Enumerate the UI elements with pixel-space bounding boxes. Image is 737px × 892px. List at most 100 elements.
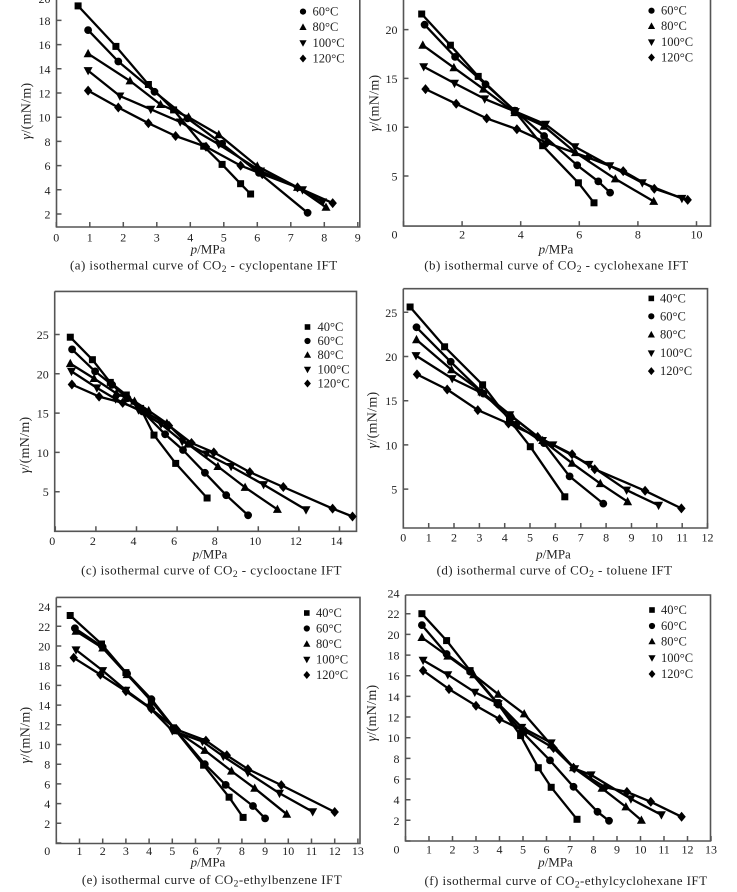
svg-text:11: 11 bbox=[676, 531, 688, 545]
svg-text:8: 8 bbox=[212, 534, 218, 548]
svg-text:4: 4 bbox=[146, 844, 152, 858]
svg-text:100°C: 100°C bbox=[318, 363, 350, 377]
svg-text:γ/(mN/m): γ/(mN/m) bbox=[368, 75, 383, 132]
svg-text:2: 2 bbox=[120, 231, 126, 245]
svg-text:(c) isothermal curve of CO2 -: (c) isothermal curve of CO2 - cyclooctan… bbox=[81, 563, 342, 581]
svg-text:60°C: 60°C bbox=[661, 619, 687, 633]
svg-text:γ/(mN/m): γ/(mN/m) bbox=[19, 707, 34, 764]
svg-text:p/MPa: p/MPa bbox=[190, 242, 226, 257]
svg-text:40°C: 40°C bbox=[318, 320, 344, 334]
svg-text:0: 0 bbox=[44, 844, 50, 858]
svg-text:14: 14 bbox=[331, 534, 343, 548]
svg-text:(f) isothermal curve of CO2-et: (f) isothermal curve of CO2-ethylcyclohe… bbox=[424, 873, 707, 891]
svg-text:60°C: 60°C bbox=[316, 622, 342, 636]
svg-text:40°C: 40°C bbox=[661, 603, 687, 617]
svg-text:7: 7 bbox=[288, 231, 294, 245]
svg-text:9: 9 bbox=[355, 231, 361, 245]
svg-text:6: 6 bbox=[45, 159, 51, 173]
svg-text:(e) isothermal curve of CO2-e: (e) isothermal curve of CO2-ethylbenzene… bbox=[82, 872, 342, 890]
svg-text:20: 20 bbox=[37, 367, 49, 381]
svg-text:4: 4 bbox=[45, 183, 51, 197]
svg-text:120°C: 120°C bbox=[316, 668, 348, 682]
svg-text:2: 2 bbox=[451, 531, 457, 545]
svg-text:8: 8 bbox=[239, 844, 245, 858]
svg-text:100°C: 100°C bbox=[661, 651, 693, 665]
svg-text:16: 16 bbox=[39, 38, 51, 52]
svg-text:3: 3 bbox=[476, 531, 482, 545]
svg-text:10: 10 bbox=[282, 844, 294, 858]
svg-text:80°C: 80°C bbox=[661, 19, 687, 33]
svg-text:20: 20 bbox=[386, 23, 398, 37]
svg-text:5: 5 bbox=[527, 531, 533, 545]
svg-text:4: 4 bbox=[394, 793, 400, 807]
svg-text:(d) isothermal curve of CO2 -: (d) isothermal curve of CO2 - toluene IF… bbox=[437, 563, 673, 581]
svg-text:7: 7 bbox=[567, 843, 573, 857]
svg-text:γ/(mN/m): γ/(mN/m) bbox=[365, 685, 380, 742]
svg-text:60°C: 60°C bbox=[661, 4, 687, 18]
svg-text:60°C: 60°C bbox=[318, 334, 344, 348]
svg-text:14: 14 bbox=[38, 699, 50, 713]
svg-text:5: 5 bbox=[391, 483, 397, 497]
svg-text:6: 6 bbox=[44, 777, 50, 791]
svg-text:10: 10 bbox=[385, 438, 397, 452]
svg-text:3: 3 bbox=[154, 231, 160, 245]
svg-text:13: 13 bbox=[352, 844, 364, 858]
svg-text:γ/(mN/m): γ/(mN/m) bbox=[20, 83, 35, 140]
svg-text:2: 2 bbox=[44, 817, 50, 831]
svg-text:18: 18 bbox=[39, 14, 51, 28]
svg-text:1: 1 bbox=[87, 231, 93, 245]
svg-text:2: 2 bbox=[459, 228, 465, 242]
svg-text:10: 10 bbox=[635, 843, 647, 857]
svg-text:100°C: 100°C bbox=[316, 653, 348, 667]
svg-text:14: 14 bbox=[388, 690, 400, 704]
svg-text:4: 4 bbox=[131, 534, 137, 548]
svg-text:6: 6 bbox=[254, 231, 260, 245]
svg-text:γ/(mN/m): γ/(mN/m) bbox=[366, 392, 381, 449]
svg-text:100°C: 100°C bbox=[313, 36, 345, 50]
svg-text:120°C: 120°C bbox=[660, 364, 692, 378]
svg-text:10: 10 bbox=[38, 738, 50, 752]
svg-text:(b) isothermal curve of CO2 -: (b) isothermal curve of CO2 - cyclohexan… bbox=[424, 258, 688, 276]
svg-text:6: 6 bbox=[394, 773, 400, 787]
svg-text:3: 3 bbox=[123, 844, 129, 858]
svg-text:5: 5 bbox=[221, 231, 227, 245]
svg-text:11: 11 bbox=[658, 843, 670, 857]
svg-text:10: 10 bbox=[249, 534, 261, 548]
svg-text:10: 10 bbox=[388, 731, 400, 745]
svg-text:6: 6 bbox=[576, 228, 582, 242]
svg-text:16: 16 bbox=[38, 679, 50, 693]
svg-text:1: 1 bbox=[426, 531, 432, 545]
svg-text:80°C: 80°C bbox=[316, 637, 342, 651]
svg-text:2: 2 bbox=[45, 208, 51, 222]
svg-text:9: 9 bbox=[262, 844, 268, 858]
svg-text:24: 24 bbox=[388, 587, 400, 601]
svg-text:7: 7 bbox=[578, 531, 584, 545]
svg-text:80°C: 80°C bbox=[313, 20, 339, 34]
svg-text:10: 10 bbox=[37, 446, 49, 460]
svg-text:4: 4 bbox=[187, 231, 193, 245]
svg-text:22: 22 bbox=[388, 607, 400, 621]
svg-text:120°C: 120°C bbox=[313, 52, 345, 66]
svg-text:80°C: 80°C bbox=[318, 348, 344, 362]
svg-text:10: 10 bbox=[651, 531, 663, 545]
svg-text:16: 16 bbox=[388, 669, 400, 683]
svg-text:5: 5 bbox=[169, 844, 175, 858]
svg-text:p/MPa: p/MPa bbox=[192, 547, 228, 562]
svg-text:120°C: 120°C bbox=[318, 377, 350, 391]
svg-text:13: 13 bbox=[705, 843, 717, 857]
svg-text:6: 6 bbox=[193, 844, 199, 858]
svg-text:4: 4 bbox=[44, 797, 50, 811]
svg-text:10: 10 bbox=[691, 228, 703, 242]
svg-text:12: 12 bbox=[39, 87, 51, 101]
svg-text:20: 20 bbox=[39, 0, 51, 6]
svg-text:12: 12 bbox=[329, 844, 341, 858]
svg-text:4: 4 bbox=[502, 531, 508, 545]
svg-text:p/MPa: p/MPa bbox=[538, 242, 574, 257]
svg-text:60°C: 60°C bbox=[313, 5, 339, 19]
svg-text:100°C: 100°C bbox=[661, 35, 693, 49]
svg-text:120°C: 120°C bbox=[661, 667, 693, 681]
svg-text:1: 1 bbox=[77, 844, 83, 858]
svg-text:8: 8 bbox=[591, 843, 597, 857]
svg-text:2: 2 bbox=[394, 814, 400, 828]
svg-text:18: 18 bbox=[38, 659, 50, 673]
